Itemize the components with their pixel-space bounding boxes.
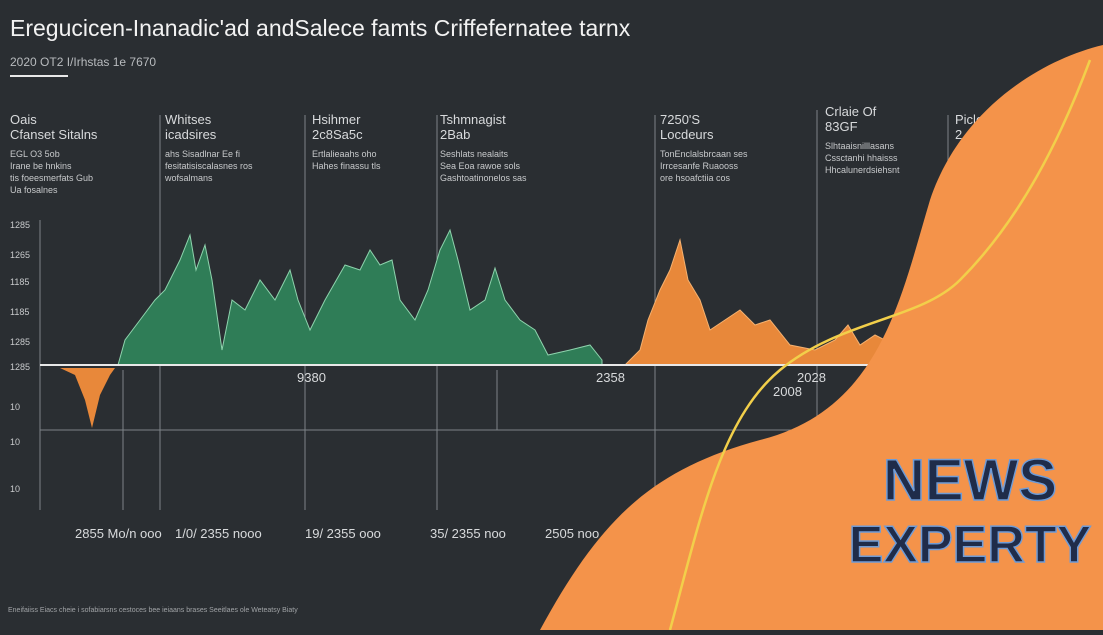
bottom-label: 19/ 2355 ooo	[305, 526, 381, 541]
bottom-label: 35/ 2355 noo	[430, 526, 506, 541]
y-label: 1185	[10, 307, 29, 317]
column-text: Sea Eoa rawoe sols	[440, 161, 521, 171]
y-label: 1265	[10, 250, 30, 260]
y-label: 10	[10, 437, 20, 447]
column-heading: Hsihmer	[312, 112, 361, 127]
y-label: 10	[10, 402, 20, 412]
logo-line: NEWS	[883, 448, 1057, 513]
column-heading: 2	[955, 127, 962, 142]
column-heading: 7250'S	[660, 112, 700, 127]
bottom-label: 2855 Mo/n ooo	[75, 526, 162, 541]
axis-marker: 2028	[797, 370, 826, 385]
column-text: Hahes finassu tls	[312, 161, 381, 171]
column-heading: Whitses	[165, 112, 212, 127]
footer: Eneifaiiss Eiacs cheie i sofabiarsns ces…	[8, 607, 298, 614]
column-text: Cssctanhi hhaisss	[825, 153, 898, 163]
axis-marker: 2008	[773, 384, 802, 399]
orange-area	[623, 238, 896, 366]
column-text: tis foeesmerfats Gub	[10, 173, 93, 183]
orange-shape	[540, 45, 1103, 630]
column-heading: 2Bab	[440, 127, 470, 142]
column-heading: 83GF	[825, 119, 858, 134]
column-heading: 2c8Sa5c	[312, 127, 363, 142]
column-heading: Cfanset Sitalns	[10, 127, 98, 142]
column-text: Irane be hnkins	[10, 161, 72, 171]
column-text: ahs Sisadlnar Ee fi	[165, 149, 240, 159]
column-text: Slhtaaisnilllasans	[825, 141, 895, 151]
orange-dip	[60, 368, 115, 428]
y-label: 1285	[10, 362, 30, 372]
y-label: 10	[10, 484, 20, 494]
column-text: fesitatisiscalasnes ros	[165, 161, 253, 171]
axis-marker: 2358	[596, 370, 625, 385]
y-label: 1285	[10, 220, 30, 230]
column-text: TonEnclalsbrcaan ses	[660, 149, 748, 159]
column-text: Seshlats nealaits	[440, 149, 509, 159]
column-heading: Crlaie Of	[825, 104, 877, 119]
column-heading: icadsires	[165, 127, 217, 142]
column-text: ore hsoafctiia cos	[660, 173, 731, 183]
green-area	[117, 228, 603, 366]
column-text: wofsalmans	[164, 173, 213, 183]
column-text: EGL O3 5ob	[10, 149, 60, 159]
y-labels: 1285 1265 1185 1185 1285 1285 10 10 10	[10, 220, 30, 494]
bottom-label: 1/0/ 2355 nooo	[175, 526, 262, 541]
axis-marker: 9380	[297, 370, 326, 385]
yellow-curve	[668, 59, 1092, 631]
column-heading: Tshmnagist	[440, 112, 506, 127]
subtitle: 2020 OT2 I/Irhstas 1e 7670	[10, 55, 156, 69]
y-label: 1285	[10, 337, 30, 347]
column-text: Hhcalunerdsiehsnt	[825, 165, 900, 175]
column-text: Gashtoatinonelos sas	[440, 173, 527, 183]
column-heading: Oais	[10, 112, 37, 127]
column-text: Ertlalieaahs oho	[312, 149, 377, 159]
logo-line: EXPERTY	[849, 516, 1092, 574]
title: Eregucicen-Inanadic'ad andSalece famts C…	[10, 15, 631, 41]
y-label: 1185	[10, 277, 29, 287]
column-text: Irrcesanfe Ruaooss	[660, 161, 739, 171]
column-heading: Locdeurs	[660, 127, 714, 142]
column-text: Ua fosalnes	[10, 185, 58, 195]
bottom-label: 2505 noo	[545, 526, 599, 541]
